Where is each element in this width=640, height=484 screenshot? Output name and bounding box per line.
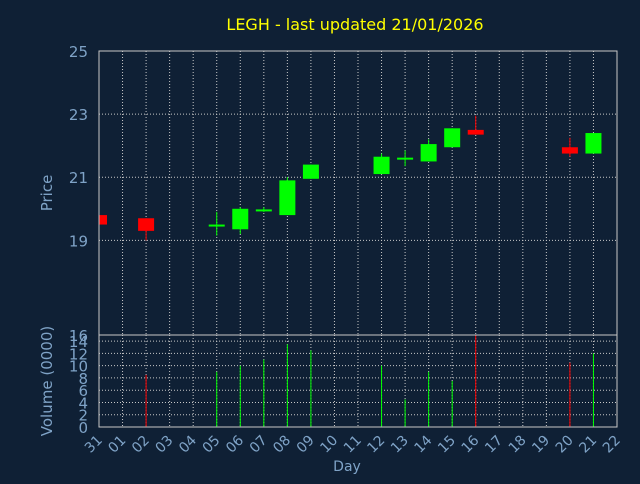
candle-body [397, 157, 414, 160]
candles-layer [98, 115, 602, 241]
price-axis-label: Price [38, 175, 56, 212]
x-axis-label: Day [333, 459, 361, 475]
chart-title: LEGH - last updated 21/01/2026 [226, 15, 483, 34]
x-tick-label: 04 [176, 432, 200, 456]
price-tick-label: 21 [69, 169, 88, 187]
candle-body [99, 215, 107, 225]
volume-tick-label: 4 [78, 394, 88, 412]
x-tick-label: 06 [223, 432, 247, 456]
candle-body [302, 164, 319, 179]
candle-body [373, 156, 390, 175]
x-tick-label: 12 [364, 433, 388, 457]
x-tick-label: 22 [600, 433, 624, 457]
x-tick-label: 15 [435, 433, 459, 457]
x-tick-label: 11 [341, 433, 365, 457]
x-tick-label: 20 [553, 433, 577, 457]
volume-tick-label: 2 [78, 407, 88, 425]
price-tick-label: 16 [69, 327, 88, 345]
grid-layer [99, 51, 617, 427]
x-tick-label: 02 [129, 433, 153, 457]
volume-tick-label: 12 [69, 345, 88, 363]
volume-tick-label: 10 [69, 358, 88, 376]
price-tick-label: 23 [69, 106, 88, 124]
x-tick-label: 08 [270, 433, 294, 457]
candle-body [208, 224, 225, 227]
candle-body [279, 180, 296, 216]
volume-axis-label: Volume (0000) [38, 326, 56, 436]
x-tick-label: 21 [576, 433, 600, 457]
x-tick-label: 10 [317, 433, 341, 457]
candle-body [420, 144, 437, 162]
x-tick-label: 13 [388, 433, 412, 457]
x-tick-label: 17 [482, 433, 506, 457]
x-tick-label: 07 [247, 433, 271, 457]
frame-layer [98, 50, 618, 428]
volume-tick-label: 8 [78, 370, 88, 388]
volume-tick-label: 14 [69, 333, 88, 351]
candle-body [444, 128, 461, 148]
candle-body [255, 209, 272, 212]
price-tick-label: 19 [69, 232, 88, 250]
x-tick-label: 01 [105, 433, 129, 457]
volume-bars-layer [145, 335, 594, 427]
candle-body [561, 147, 578, 154]
candle-body [138, 218, 155, 231]
x-tick-label: 05 [200, 433, 224, 457]
candle-body [585, 133, 602, 154]
volume-tick-label: 0 [78, 419, 88, 437]
price-tick-label: 25 [69, 43, 88, 61]
x-tick-label: 18 [506, 433, 530, 457]
volume-panel-frame [98, 334, 618, 428]
candle-body [232, 208, 249, 230]
candle-body [467, 129, 484, 135]
x-tick-label: 14 [412, 432, 436, 456]
x-tick-label: 03 [153, 433, 177, 457]
x-tick-label: 16 [459, 432, 483, 456]
x-tick-label: 09 [294, 433, 318, 457]
x-tick-label: 19 [529, 433, 553, 457]
volume-tick-label: 6 [78, 382, 88, 400]
